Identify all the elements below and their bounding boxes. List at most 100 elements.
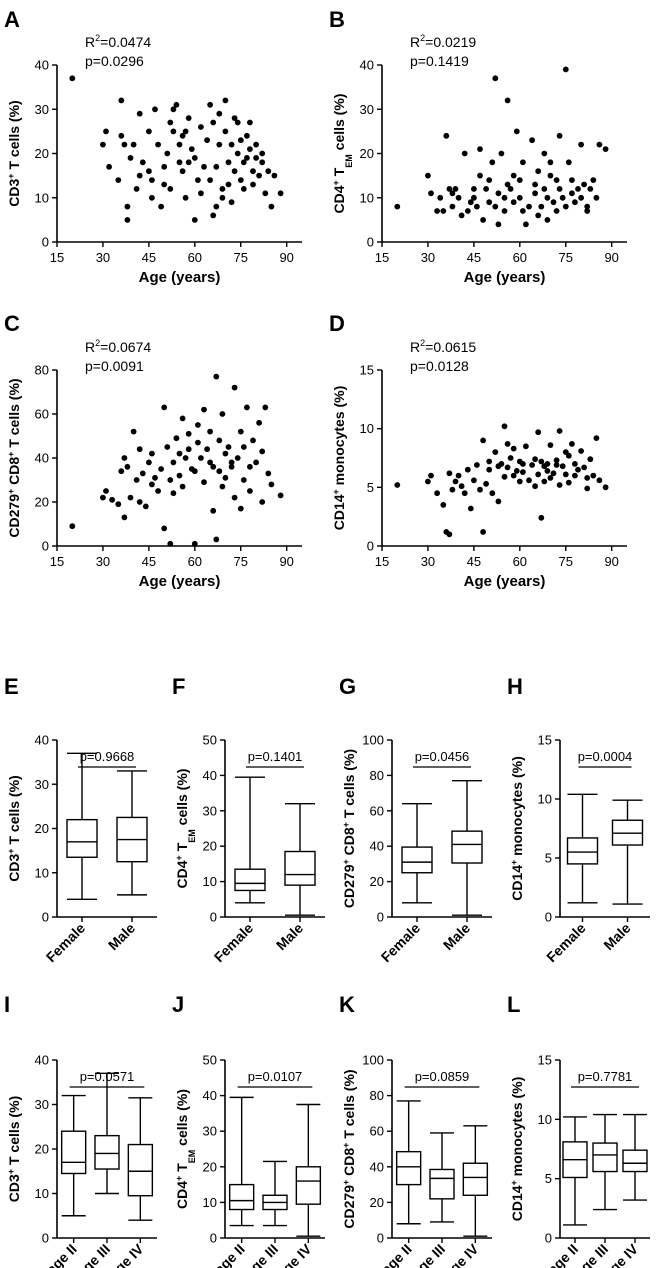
- y-tick-label: 30: [35, 777, 49, 792]
- data-point: [513, 128, 520, 135]
- iqr-box: [234, 868, 266, 892]
- x-tick-label: 45: [467, 250, 481, 265]
- data-point: [225, 159, 232, 166]
- data-point: [535, 168, 542, 175]
- data-point: [262, 190, 269, 197]
- x-tick-label: 45: [467, 554, 481, 569]
- panel-letter: H: [507, 674, 523, 699]
- data-point: [538, 514, 545, 521]
- data-point: [553, 177, 560, 184]
- x-tick-label: 75: [234, 250, 248, 265]
- data-point: [146, 168, 152, 175]
- iqr-box: [395, 1150, 422, 1186]
- y-tick-label: 0: [42, 1231, 49, 1246]
- data-point: [526, 477, 532, 484]
- y-axis-label: CD3+ T cells (%): [6, 775, 22, 881]
- data-point: [428, 190, 434, 197]
- data-point: [170, 106, 177, 113]
- data-point: [161, 525, 168, 532]
- data-point: [449, 486, 456, 493]
- p-value-label: p=0.0004: [578, 749, 633, 764]
- data-point: [164, 150, 171, 157]
- data-point: [507, 455, 514, 461]
- data-point: [590, 472, 597, 479]
- data-point: [201, 479, 207, 486]
- data-point: [510, 445, 517, 452]
- data-point: [434, 208, 440, 214]
- data-point: [495, 190, 502, 197]
- y-tick-label: 10: [203, 1195, 217, 1210]
- data-point: [562, 66, 569, 73]
- data-point: [461, 490, 468, 497]
- iqr-box: [592, 1142, 618, 1173]
- data-point: [483, 480, 489, 487]
- iqr-box: [228, 1183, 255, 1211]
- y-tick-label: 0: [42, 539, 49, 554]
- box-male: Male: [105, 770, 148, 953]
- x-tick-label: 30: [421, 554, 435, 569]
- data-point: [569, 441, 575, 447]
- data-point: [247, 146, 253, 153]
- data-point: [440, 208, 447, 214]
- data-point: [179, 132, 186, 139]
- y-tick-label: 30: [35, 1097, 49, 1112]
- data-point: [449, 190, 456, 197]
- data-point: [602, 146, 609, 153]
- data-point: [191, 540, 198, 547]
- x-tick-label: 60: [188, 250, 202, 265]
- data-point: [458, 483, 465, 490]
- p-value-label: p=0.0107: [248, 1069, 303, 1084]
- data-point: [584, 203, 591, 210]
- data-point: [593, 435, 600, 441]
- data-point: [170, 490, 177, 497]
- x-axis-label: Age (years): [139, 573, 221, 590]
- x-tick-label: 15: [375, 554, 389, 569]
- y-axis-label: CD279+ CD8+ T cells (%): [6, 378, 22, 537]
- y-tick-label: 20: [35, 495, 49, 510]
- data-point: [152, 474, 158, 481]
- data-point: [69, 523, 76, 530]
- data-point: [471, 194, 477, 201]
- data-point: [106, 163, 112, 170]
- data-point: [149, 194, 155, 201]
- data-point: [136, 499, 143, 505]
- data-point: [161, 181, 168, 188]
- data-point: [501, 208, 508, 214]
- data-point: [559, 463, 566, 470]
- x-axis-label: Age (years): [464, 269, 546, 286]
- data-point: [240, 159, 247, 166]
- data-point: [191, 155, 198, 161]
- y-tick-label: 80: [370, 1088, 384, 1103]
- data-point: [124, 463, 131, 470]
- data-point: [529, 137, 535, 144]
- data-point: [489, 159, 496, 166]
- y-axis-label: CD14+ monocytes (%): [509, 1077, 525, 1222]
- data-point: [133, 477, 140, 483]
- data-point: [185, 115, 192, 121]
- data-point: [480, 529, 486, 535]
- data-point: [446, 470, 453, 477]
- data-point: [578, 194, 584, 201]
- category-label: Female: [211, 920, 257, 966]
- data-point: [115, 177, 122, 184]
- data-point: [480, 217, 486, 223]
- data-point: [244, 404, 250, 411]
- data-point: [146, 128, 152, 135]
- y-tick-label: 40: [203, 1088, 217, 1103]
- data-point: [572, 472, 578, 479]
- data-point: [244, 132, 250, 139]
- data-point: [498, 150, 505, 157]
- y-tick-label: 60: [35, 407, 49, 422]
- data-point: [170, 459, 177, 466]
- data-point: [222, 128, 229, 135]
- data-point: [204, 137, 211, 144]
- data-point: [553, 208, 560, 214]
- data-point: [504, 97, 511, 104]
- data-point: [201, 163, 207, 170]
- iqr-box: [66, 818, 98, 858]
- data-point: [581, 464, 587, 471]
- data-point: [572, 461, 578, 467]
- data-point: [231, 494, 238, 501]
- p-value-label: p=0.0456: [415, 749, 470, 764]
